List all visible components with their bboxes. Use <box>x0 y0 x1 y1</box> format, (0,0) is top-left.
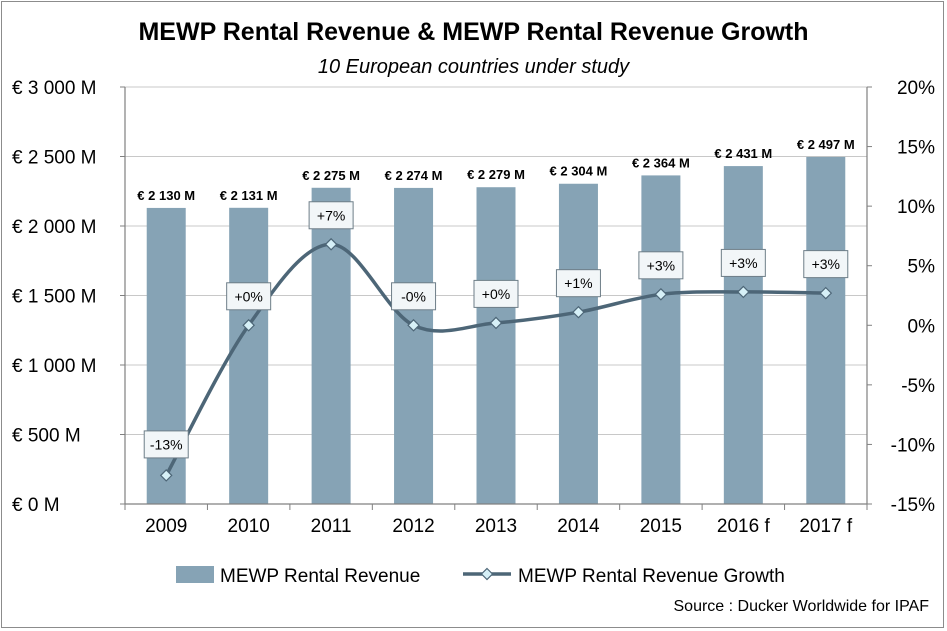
x-tick-label: 2012 <box>392 516 434 537</box>
x-tick-label: 2011 <box>311 516 352 537</box>
bar-value-label: € 2 130 M <box>137 188 195 203</box>
bar-value-label: € 2 497 M <box>797 137 855 152</box>
growth-marker-2017-f <box>819 286 833 300</box>
y-right-tick-label: 0% <box>908 316 936 337</box>
y-left-tick-label: € 1 000 M <box>12 356 97 377</box>
y-right-tick-label: -10% <box>891 435 935 456</box>
bar-series <box>146 156 846 505</box>
growth-marker-2009 <box>159 469 173 482</box>
bar-value-label: € 2 275 M <box>302 168 360 183</box>
y-left-tick-label: € 1 500 M <box>12 287 97 308</box>
legend-bar-swatch <box>176 566 214 583</box>
growth-marker-2016-f <box>736 285 750 299</box>
growth-value-label: +0% <box>482 286 510 302</box>
bar-value-label: € 2 431 M <box>714 146 772 161</box>
legend: MEWP Rental Revenue MEWP Rental Revenue G… <box>176 566 785 587</box>
chart-title: MEWP Rental Revenue & MEWP Rental Revenu… <box>138 18 809 46</box>
legend-bar-label: MEWP Rental Revenue <box>220 566 420 587</box>
bar-value-label: € 2 304 M <box>550 164 608 179</box>
bar-2014 <box>558 183 598 504</box>
chart-subtitle: 10 European countries under study <box>317 56 630 78</box>
growth-label-box <box>473 279 519 308</box>
data-labels: € 2 130 M € 2 131 M € 2 275 M € 2 274 M € 2 … <box>137 137 855 459</box>
growth-label-box <box>391 282 437 311</box>
source-note: Source : Ducker Worldwide for IPAF <box>673 598 930 615</box>
growth-label-box <box>555 269 601 298</box>
x-tick-label: 2013 <box>475 516 517 537</box>
bar-2011 <box>311 187 351 504</box>
x-tick-label: 2014 <box>557 516 600 537</box>
growth-label-box <box>143 430 189 459</box>
growth-label-box <box>720 248 766 277</box>
x-tick-label: 2009 <box>145 516 187 537</box>
y-right-tick-label: -5% <box>901 376 935 397</box>
line-series <box>159 237 833 482</box>
y-right-tick-label: 10% <box>897 197 935 218</box>
x-tick-label: 2016 f <box>717 516 771 537</box>
bar-2009 <box>146 207 186 504</box>
legend-line-label: MEWP Rental Revenue Growth <box>518 566 785 587</box>
growth-marker-2012 <box>407 318 420 332</box>
growth-label-box <box>226 282 272 311</box>
growth-value-label: +3% <box>812 256 840 272</box>
growth-value-label: +1% <box>564 275 592 291</box>
growth-label-box <box>638 251 684 280</box>
growth-marker-2014 <box>572 305 585 319</box>
growth-label-box <box>308 201 354 230</box>
bar-2017-f <box>806 156 846 505</box>
bar-value-label: € 2 131 M <box>220 188 278 203</box>
axes: € 0 M € 500 M € 1 000 M € 1 500 M € 2 000 M €… <box>12 78 935 537</box>
growth-marker-2013 <box>489 316 503 330</box>
y-left-tick-label: € 3 000 M <box>12 78 97 99</box>
growth-value-label: -13% <box>150 436 183 452</box>
y-right-tick-label: 15% <box>897 138 935 159</box>
growth-marker-2010 <box>242 318 256 332</box>
growth-value-label: -0% <box>401 288 426 304</box>
y-right-tick-label: 20% <box>897 78 935 99</box>
y-right-tick-label: -15% <box>891 495 935 516</box>
bar-value-label: € 2 364 M <box>632 155 690 170</box>
growth-value-label: +3% <box>647 257 675 273</box>
growth-value-label: +7% <box>317 207 345 223</box>
x-tick-label: 2010 <box>228 516 270 537</box>
legend-line-marker <box>480 567 494 581</box>
bar-value-label: € 2 274 M <box>385 168 443 183</box>
y-left-tick-label: € 0 M <box>12 495 60 516</box>
growth-value-label: +0% <box>234 288 262 304</box>
growth-label-box <box>803 250 849 279</box>
y-right-tick-label: 5% <box>908 257 936 278</box>
y-left-tick-label: € 500 M <box>12 426 81 447</box>
bar-2012 <box>394 187 434 504</box>
x-tick-label: 2017 f <box>799 516 853 537</box>
bar-2016-f <box>723 166 763 504</box>
bar-2010 <box>229 207 269 504</box>
growth-marker-2015 <box>654 287 668 301</box>
y-left-tick-label: € 2 500 M <box>12 148 97 169</box>
bar-2015 <box>641 175 681 505</box>
growth-marker-2011 <box>324 237 338 251</box>
x-tick-label: 2015 <box>640 516 682 537</box>
y-left-tick-label: € 2 000 M <box>12 217 97 238</box>
bar-2013 <box>476 187 516 504</box>
bar-value-label: € 2 279 M <box>467 167 525 182</box>
growth-value-label: +3% <box>729 255 757 271</box>
